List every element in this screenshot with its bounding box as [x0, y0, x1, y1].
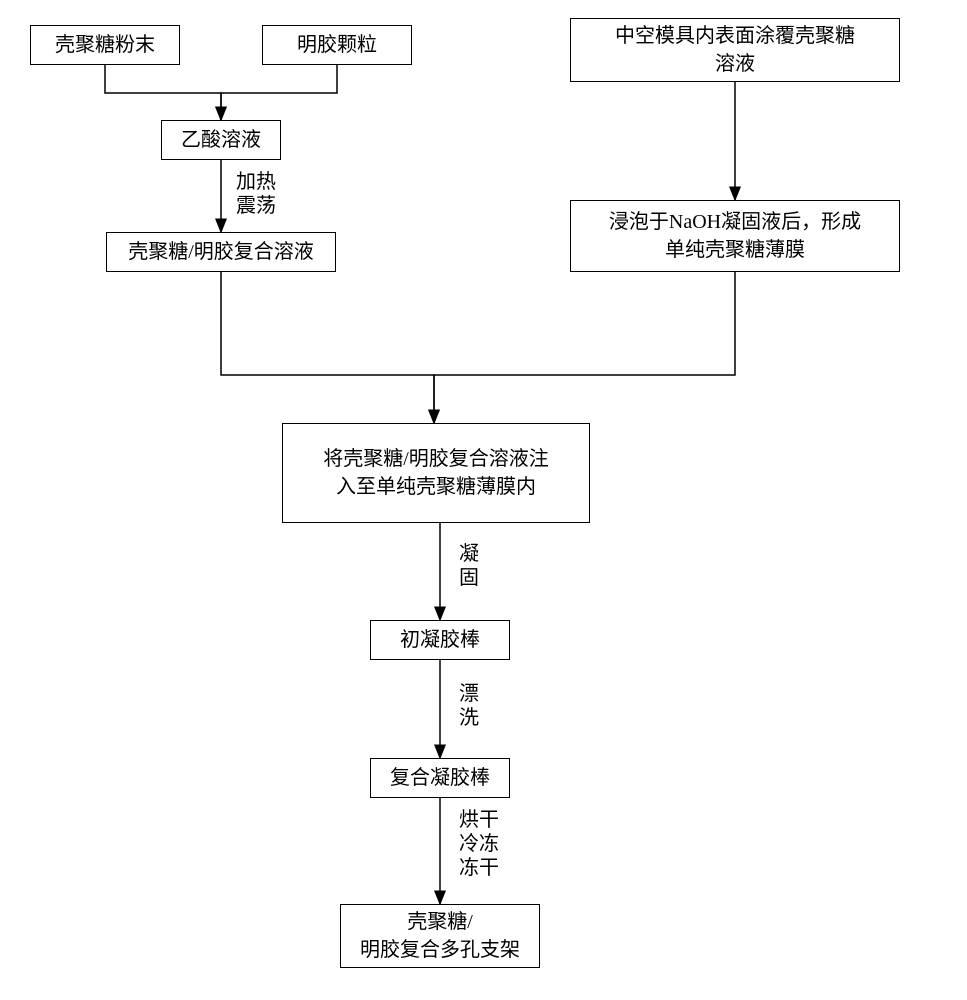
edge-label: 加热震荡 [236, 170, 276, 218]
node-porous-scaffold: 壳聚糖/明胶复合多孔支架 [340, 904, 540, 968]
node-composite-gel-rod: 复合凝胶棒 [370, 758, 510, 798]
node-inject-solution: 将壳聚糖/明胶复合溶液注入至单纯壳聚糖薄膜内 [282, 423, 590, 523]
edge-label: 漂洗 [459, 682, 479, 730]
edge-label: 烘干冷冻冻干 [459, 808, 499, 880]
node-acetic-acid: 乙酸溶液 [161, 120, 281, 160]
node-gelatin-granules: 明胶颗粒 [262, 25, 412, 65]
edge-label: 凝固 [459, 542, 479, 590]
node-naoh-film: 浸泡于NaOH凝固液后，形成单纯壳聚糖薄膜 [570, 200, 900, 272]
node-composite-solution: 壳聚糖/明胶复合溶液 [106, 232, 336, 272]
node-initial-gel-rod: 初凝胶棒 [370, 620, 510, 660]
node-mold-coating: 中空模具内表面涂覆壳聚糖溶液 [570, 18, 900, 82]
node-chitosan-powder: 壳聚糖粉末 [30, 25, 180, 65]
